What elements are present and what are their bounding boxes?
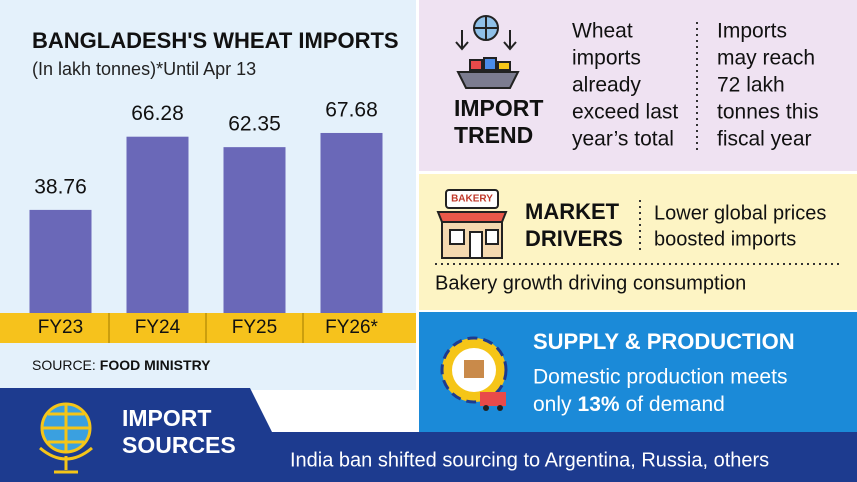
supply-text: Domestic production meets xyxy=(533,366,787,389)
trend-note: fiscal year xyxy=(717,128,812,151)
trend-note: 72 lakh xyxy=(717,74,785,97)
value-label: 67.68 xyxy=(325,99,378,122)
x-tick-label: FY24 xyxy=(135,317,181,338)
sources-band xyxy=(0,388,857,482)
trend-note: tonnes this xyxy=(717,101,819,124)
supply-text: only 13% of demand xyxy=(533,393,725,416)
sources-title: IMPORT xyxy=(122,405,211,431)
bar xyxy=(320,132,383,313)
globe-icon xyxy=(39,402,93,474)
trend-note: Wheat xyxy=(572,20,633,43)
drivers-footer: Bakery growth driving consumption xyxy=(435,272,746,294)
trend-title: IMPORT xyxy=(454,95,543,121)
source-value: FOOD MINISTRY xyxy=(100,357,211,373)
category-band xyxy=(0,313,416,343)
sources-title: SOURCES xyxy=(122,432,236,458)
trend-note: Imports xyxy=(717,20,787,43)
source: SOURCE: FOOD MINISTRY xyxy=(32,357,211,373)
icon-label: BAKERY xyxy=(451,194,493,205)
bar xyxy=(126,136,189,313)
trend-title: TREND xyxy=(454,122,533,148)
supply-prefix: only xyxy=(533,393,572,416)
x-tick-label: FY26* xyxy=(325,317,378,338)
bar xyxy=(223,147,286,313)
source-label: SOURCE: xyxy=(32,357,96,373)
ship-icon xyxy=(455,15,520,89)
trend-notes: Wheat imports already exceed last year’s tot… xyxy=(572,20,819,151)
bar xyxy=(29,209,92,313)
supply-highlight: 13% xyxy=(578,393,620,416)
drivers-note: boosted imports xyxy=(654,228,796,250)
chart-title: BANGLADESH'S WHEAT IMPORTS xyxy=(32,28,399,53)
drivers-note: Lower global prices xyxy=(654,202,826,224)
trend-note: may reach xyxy=(717,47,815,70)
gear-icon xyxy=(440,336,508,411)
value-label: 66.28 xyxy=(131,102,184,125)
drivers-title: DRIVERS xyxy=(525,226,623,251)
value-label: 38.76 xyxy=(34,175,87,198)
x-tick-label: FY25 xyxy=(232,317,277,338)
supply-suffix: of demand xyxy=(626,393,725,416)
trend-note: year’s total xyxy=(572,128,674,151)
value-label: 62.35 xyxy=(228,113,281,136)
trend-note: exceed last xyxy=(572,101,678,124)
trend-note: imports xyxy=(572,47,641,70)
bar-chart: 38.76 FY23 66.28 FY24 62.35 FY25 67.68 FY26* xyxy=(0,99,416,343)
sources-note: India ban shifted sourcing to Argentina,… xyxy=(290,449,769,471)
drivers-title: MARKET xyxy=(525,199,620,224)
x-tick-label: FY23 xyxy=(38,317,83,338)
trend-note: already xyxy=(572,74,641,97)
chart-subtitle: (In lakh tonnes)*Until Apr 13 xyxy=(32,59,256,79)
bakery-icon xyxy=(436,189,508,259)
supply-title: SUPPLY & PRODUCTION xyxy=(533,329,795,354)
